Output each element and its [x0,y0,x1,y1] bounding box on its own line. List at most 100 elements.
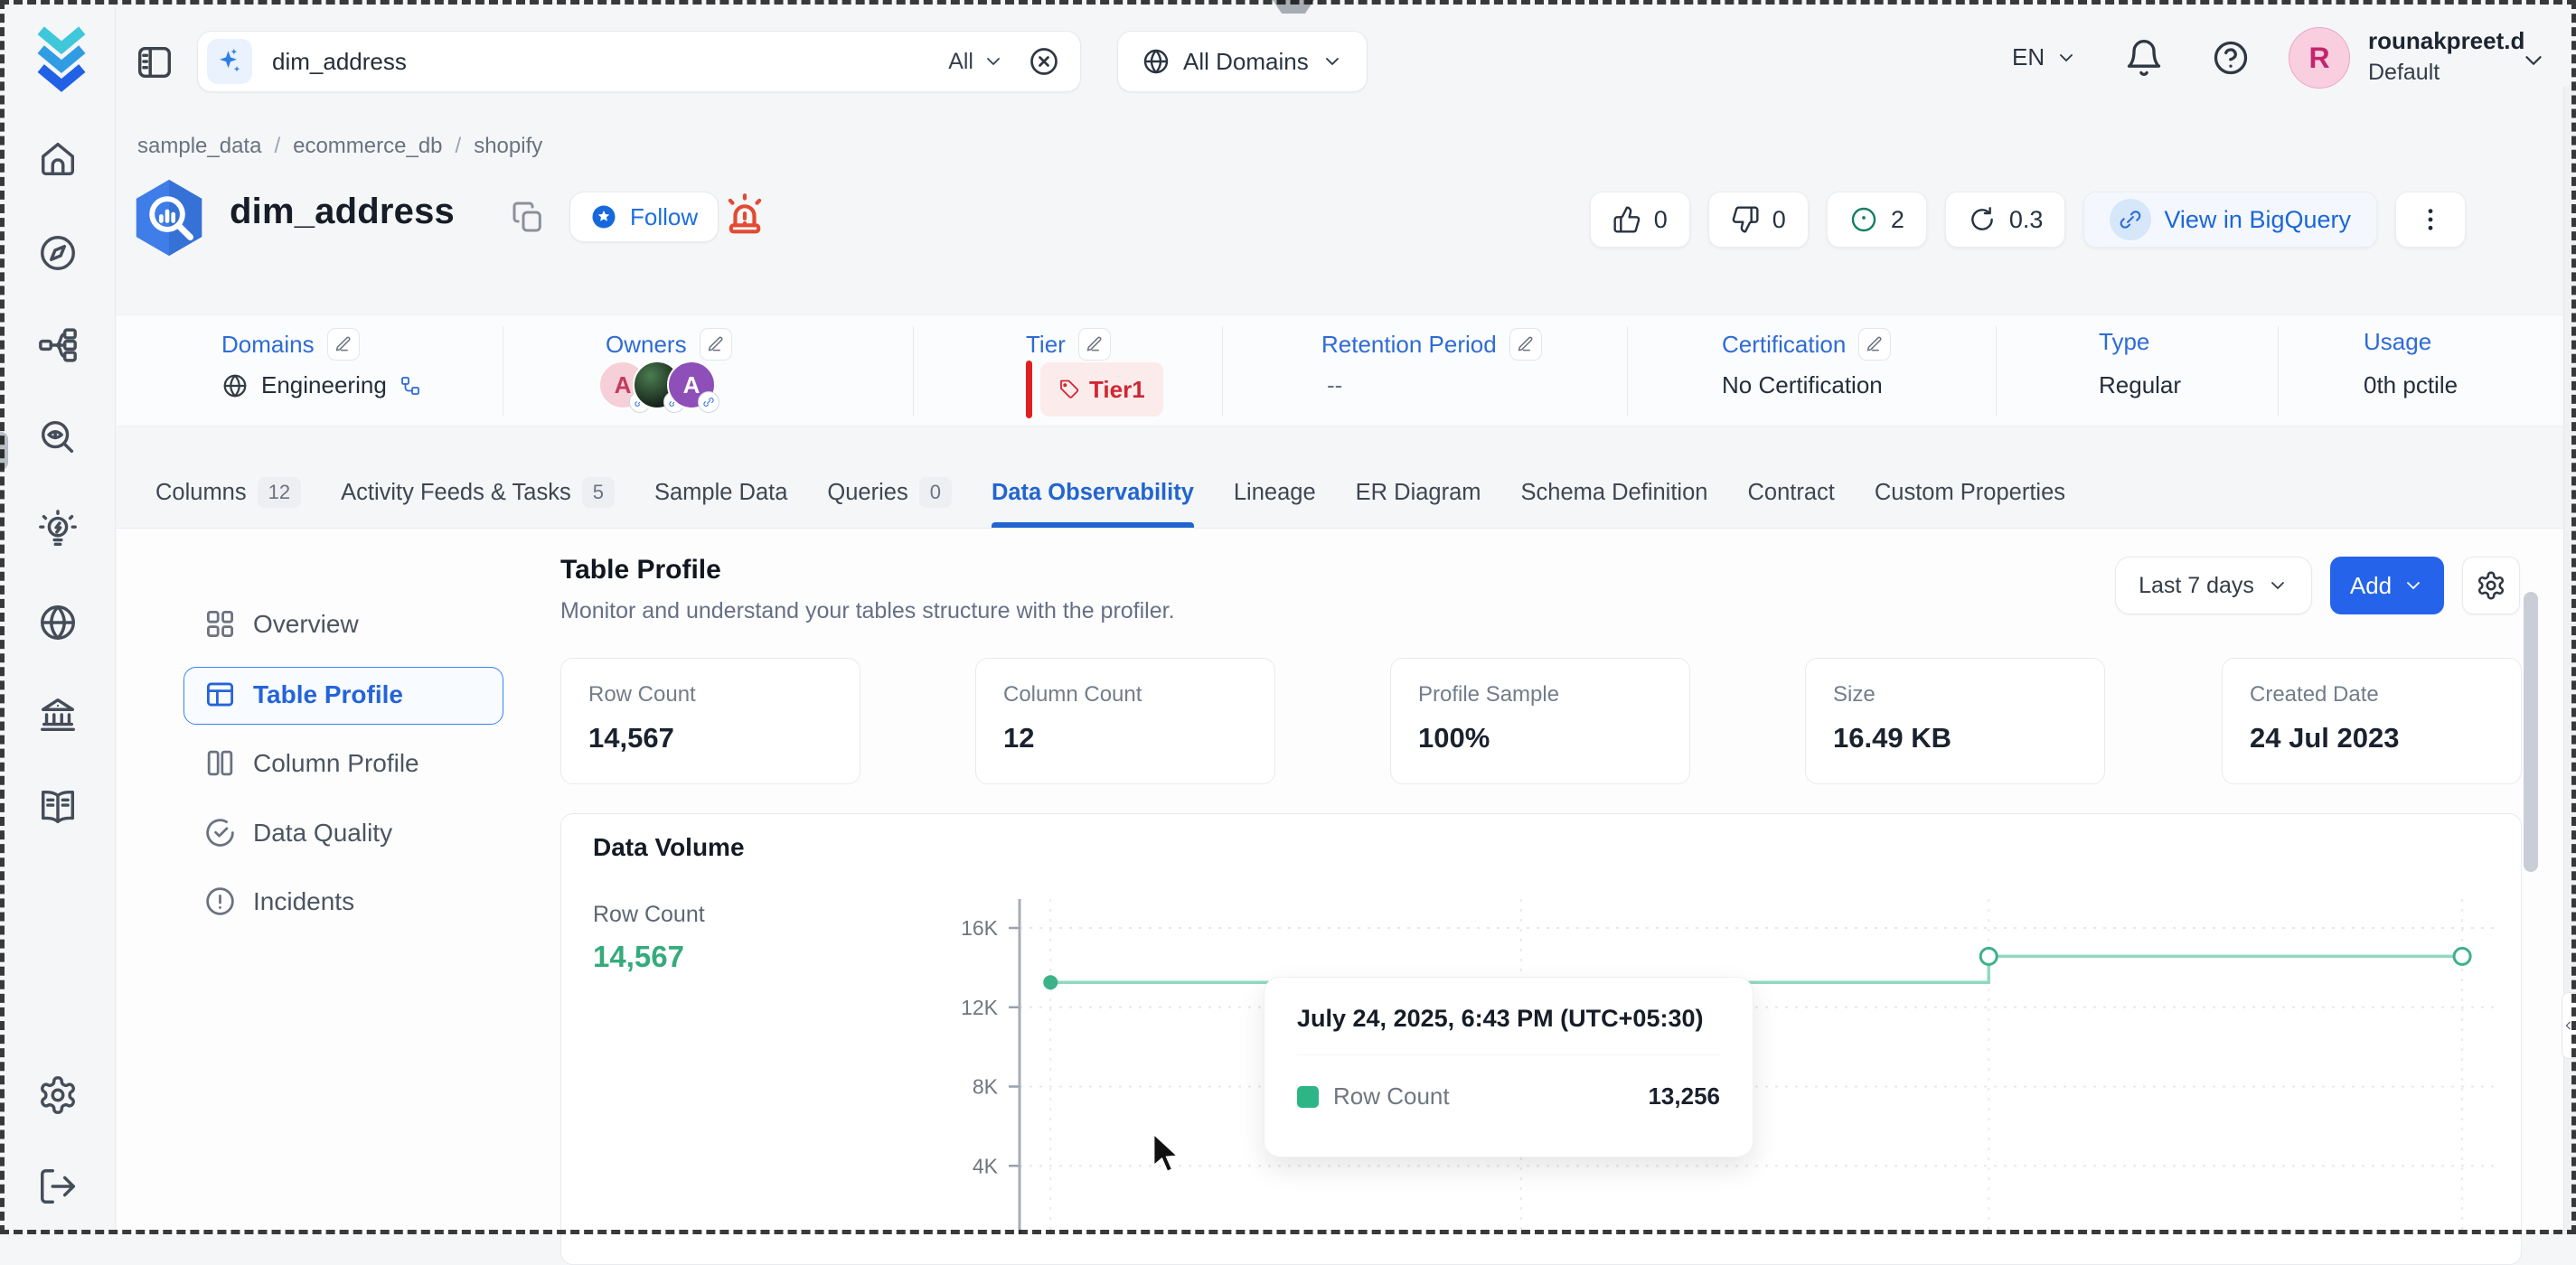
glossary-book-icon[interactable] [37,786,79,828]
subnav-item-overview[interactable]: Overview [203,607,359,641]
language-label: EN [2012,43,2045,70]
grid-icon [207,611,233,637]
stat-label: Profile Sample [1418,682,1560,707]
left-nav-rail [0,0,116,1234]
certification-label: Certification [1722,330,1847,358]
user-menu-chevron-icon[interactable] [2520,47,2547,74]
follow-star-icon [592,205,616,229]
subnav-item-data-quality[interactable]: Data Quality [203,816,392,849]
breadcrumb: sample_data / ecommerce_db / shopify [137,134,542,159]
thumbs-down-icon [1732,206,1759,233]
downvote-count: 0 [1772,205,1786,233]
svg-text:16K: 16K [961,916,999,940]
section-subtitle: Monitor and understand your tables struc… [560,598,1175,623]
tab-custom-properties[interactable]: Custom Properties [1874,479,2066,505]
discover-search-icon[interactable] [37,417,79,458]
follow-button[interactable]: Follow [569,192,719,242]
upvote-button[interactable]: 0 [1589,192,1690,248]
tier-value: Tier1 [1089,375,1145,403]
tab-contract[interactable]: Contract [1747,479,1835,505]
search-input[interactable]: dim_address [272,47,407,75]
stat-label: Created Date [2250,682,2379,707]
type-value: Regular [2099,371,2182,398]
date-range-label: Last 7 days [2139,572,2254,598]
owners-label: Owners [606,330,687,358]
stat-label: Row Count [588,682,696,707]
subnav-item-column-profile[interactable]: Column Profile [203,746,419,780]
view-in-bigquery-label: View in BigQuery [2164,205,2351,233]
atlan-logo[interactable] [27,22,96,98]
window-scrollbar-track[interactable] [2563,86,2576,1234]
edit-tier-icon[interactable] [1077,328,1111,361]
bigquery-logo [127,175,212,260]
edit-certification-icon[interactable] [1858,328,1892,361]
tab-sample-data[interactable]: Sample Data [653,479,788,505]
popularity-button[interactable]: 0.3 [1944,192,2066,248]
subnav-active-highlight [183,667,503,725]
settings-gear-icon[interactable] [37,1074,79,1116]
downvote-button[interactable]: 0 [1707,192,1809,248]
ai-sparkle-icon [207,39,252,84]
compass-icon[interactable] [37,232,79,274]
tier-badge[interactable]: Tier1 [1040,362,1163,417]
stat-value: 24 Jul 2023 [2250,722,2400,754]
edit-owners-icon[interactable] [699,328,732,361]
tab-activity-feeds[interactable]: Activity Feeds & Tasks 5 [341,457,615,528]
retention-label: Retention Period [1321,330,1497,358]
content-scrollbar-thumb[interactable] [2524,592,2538,872]
breadcrumb-database[interactable]: ecommerce_db [293,134,443,158]
insights-bulb-icon[interactable] [37,510,79,551]
domains-value[interactable]: Engineering [221,371,421,399]
panel-expand-handle[interactable] [2562,992,2576,1059]
profiler-settings-button[interactable] [2462,557,2520,614]
lineage-flow-icon[interactable] [37,324,79,366]
user-avatar[interactable]: R [2289,27,2350,89]
add-button[interactable]: Add [2330,557,2444,614]
popularity-score: 0.3 [2008,205,2044,233]
date-range-selector[interactable]: Last 7 days [2115,557,2312,614]
tab-queries[interactable]: Queries 0 [827,457,952,528]
tag-icon [1060,380,1079,398]
tier-label: Tier [1026,330,1066,358]
clear-search-icon[interactable] [1028,45,1060,78]
notifications-bell-icon[interactable] [2124,38,2164,78]
logout-icon[interactable] [37,1166,79,1207]
tab-er-diagram[interactable]: ER Diagram [1355,479,1481,505]
link-icon [2110,199,2152,240]
tab-lineage[interactable]: Lineage [1233,479,1316,505]
governance-bank-icon[interactable] [37,694,79,736]
language-selector[interactable]: EN [2012,43,2077,71]
view-in-bigquery-button[interactable]: View in BigQuery [2083,192,2377,248]
breadcrumb-schema[interactable]: shopify [474,134,543,158]
tab-columns[interactable]: Columns 12 [155,457,302,528]
stat-value: 16.49 KB [1833,722,1951,754]
breadcrumb-separator: / [274,134,281,158]
announcement-alert-icon[interactable] [719,192,770,242]
edit-retention-icon[interactable] [1509,328,1542,361]
globe-icon[interactable] [37,602,79,643]
subnav-item-table-profile[interactable]: Table Profile [203,678,403,711]
certification-label-group: Certification [1722,328,1892,361]
more-options-button[interactable] [2395,192,2466,248]
stat-value: 14,567 [588,722,674,754]
edit-domains-icon[interactable] [326,328,360,361]
owner-avatar-3[interactable]: A [667,361,719,413]
watchers-button[interactable]: 2 [1826,192,1927,248]
user-name: rounakpreet.d [2368,27,2525,54]
subdomain-link-icon [400,376,419,395]
home-icon[interactable] [37,138,79,180]
chevron-down-icon [1325,58,1339,65]
all-domains-filter[interactable]: All Domains [1117,31,1368,92]
sidebar-toggle-icon[interactable] [134,42,175,83]
tab-schema-definition[interactable]: Schema Definition [1520,479,1708,505]
rail-resize-handle[interactable] [0,432,8,470]
help-icon[interactable] [2211,38,2251,78]
search-scope-dropdown[interactable]: All [948,49,1004,75]
global-search-bar[interactable]: dim_address All [197,31,1081,92]
chevron-down-icon [2271,582,2284,589]
tab-data-observability[interactable]: Data Observability [991,457,1194,528]
copy-name-icon[interactable] [510,199,546,235]
tooltip-series-swatch [1297,1085,1319,1108]
breadcrumb-connection[interactable]: sample_data [137,134,262,158]
subnav-item-incidents[interactable]: Incidents [203,885,354,918]
